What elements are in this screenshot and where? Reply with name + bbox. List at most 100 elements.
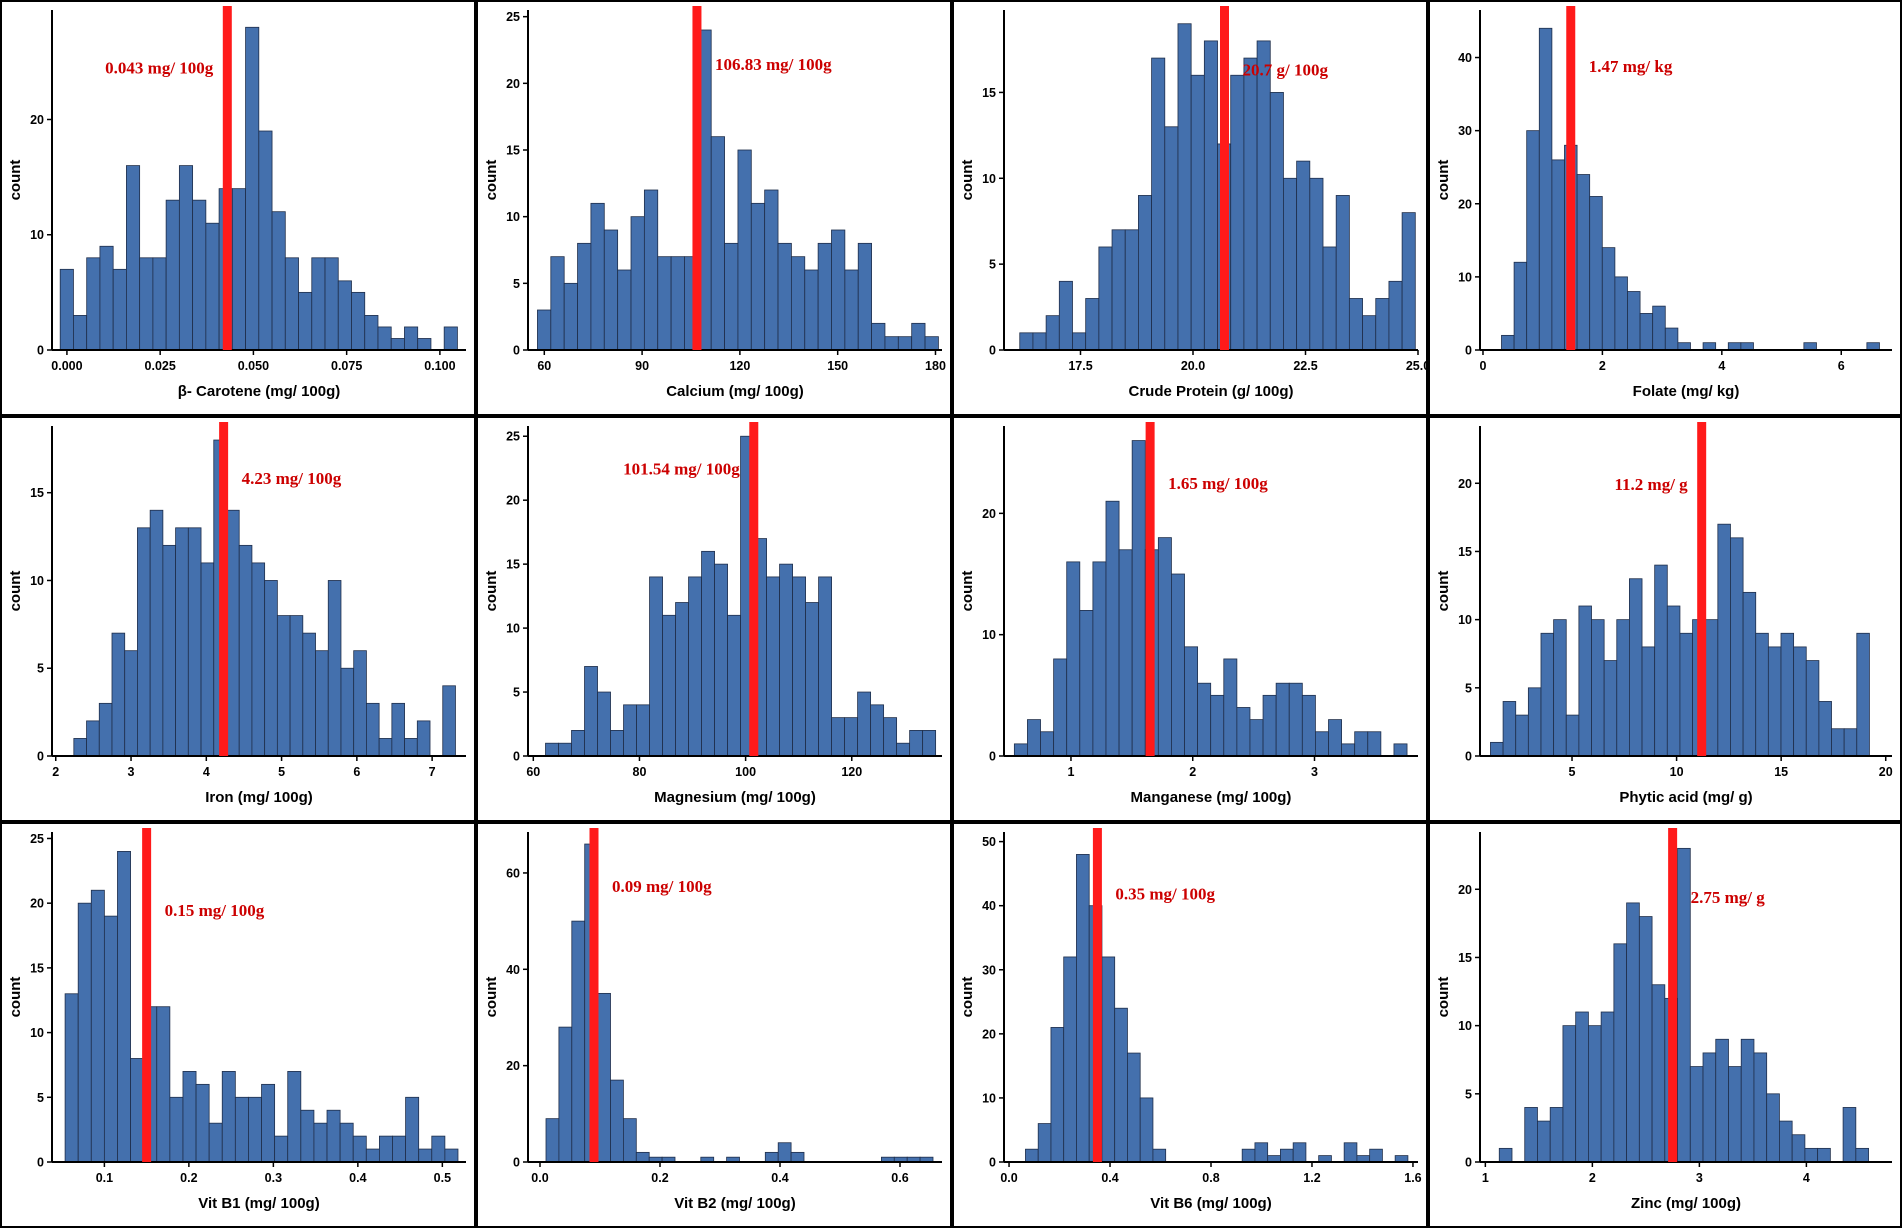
histogram-bar xyxy=(1262,694,1277,757)
histogram-bar xyxy=(366,702,380,757)
histogram-bar xyxy=(844,269,859,351)
x-tick-label: 150 xyxy=(827,359,848,373)
mean-label: 11.2 mg/ g xyxy=(1614,475,1688,494)
x-tick-label: 15 xyxy=(1774,765,1788,779)
histogram-bar xyxy=(1076,854,1090,1163)
histogram-bar xyxy=(1335,195,1350,351)
histogram-bar xyxy=(590,202,605,351)
histogram-bar xyxy=(1651,984,1666,1163)
histogram-panel-4: 2 3 4 5 6 7 0 5 10 15 Iron (mg/ 100g) count 4.23 mg/… xyxy=(0,416,476,822)
x-tick-label: 1 xyxy=(1067,765,1074,779)
x-axis-title: β- Carotene (mg/ 100g) xyxy=(178,383,341,400)
histogram-bar xyxy=(1164,126,1179,351)
histogram-bar xyxy=(897,336,913,351)
histogram-bar xyxy=(1501,334,1515,351)
histogram-bar xyxy=(137,527,151,757)
x-tick-label: 1 xyxy=(1482,1171,1489,1185)
histogram-bar xyxy=(1766,1093,1780,1163)
histogram-bar xyxy=(766,576,780,757)
histogram-bar xyxy=(1524,1107,1538,1163)
x-tick-label: 2 xyxy=(1189,765,1196,779)
histogram-bar xyxy=(1804,1147,1819,1163)
x-tick-label: 4 xyxy=(1803,1171,1810,1185)
histogram-bar xyxy=(1613,943,1628,1163)
histogram-bar xyxy=(130,1058,145,1163)
histogram-bar xyxy=(1730,537,1744,757)
y-tick-label: 0 xyxy=(1465,344,1472,358)
histogram-bar xyxy=(1019,332,1034,351)
histogram-bar xyxy=(353,650,367,757)
y-tick-label: 30 xyxy=(982,963,996,977)
histogram-bar xyxy=(1842,1107,1857,1163)
histogram-bar xyxy=(805,602,819,757)
histogram-bar xyxy=(1393,743,1408,757)
histogram-bar xyxy=(1292,1142,1307,1163)
histogram-bar xyxy=(1856,632,1870,757)
histogram-bar xyxy=(1328,719,1342,757)
histogram-bar xyxy=(111,632,126,757)
histogram-bar xyxy=(1502,701,1517,757)
y-tick-label: 20 xyxy=(982,507,996,521)
y-tick-label: 10 xyxy=(506,622,520,636)
histogram-bar xyxy=(1565,714,1580,757)
histogram-bar xyxy=(1241,1148,1256,1163)
y-axis-title: count xyxy=(1435,160,1452,201)
histogram-bar xyxy=(1111,229,1126,351)
histogram-bar xyxy=(737,149,752,351)
histogram-bar xyxy=(577,242,592,351)
y-tick-label: 5 xyxy=(37,662,44,676)
histogram-panel-0: 0.000 0.025 0.050 0.075 0.100 0 10 20 β- Caroten… xyxy=(0,0,476,416)
histogram-bar xyxy=(352,1135,367,1163)
histogram-bar xyxy=(443,326,458,351)
histogram-bar xyxy=(603,229,619,351)
x-tick-label: 20 xyxy=(1879,765,1893,779)
histogram-bar xyxy=(264,580,278,757)
histogram-bar xyxy=(1740,342,1754,351)
panel-border xyxy=(476,416,952,822)
histogram-bar xyxy=(90,889,105,1163)
histogram-bar xyxy=(1249,719,1264,757)
histogram-bar xyxy=(208,1122,223,1163)
histogram-panel-11: 1 2 3 4 0 5 10 15 20 Zinc (mg/ 100g) count 2.75 mg/… xyxy=(1428,822,1902,1228)
x-tick-label: 4 xyxy=(1718,359,1725,373)
histogram-bar xyxy=(610,1079,624,1163)
histogram-bar xyxy=(1027,719,1041,757)
histogram-bar xyxy=(871,322,886,351)
panel-border xyxy=(952,416,1428,822)
histogram-bar xyxy=(1755,632,1769,757)
histogram-bar xyxy=(1190,74,1205,351)
y-axis-title: count xyxy=(7,977,24,1018)
histogram-bar xyxy=(630,216,645,351)
x-tick-label: 0.025 xyxy=(145,359,176,373)
histogram-bar xyxy=(1866,342,1880,351)
histogram-bar xyxy=(1236,707,1251,757)
y-tick-label: 5 xyxy=(513,686,520,700)
histogram-bar xyxy=(124,650,138,757)
histogram-bar xyxy=(59,268,74,351)
panel-border xyxy=(1428,416,1902,822)
mean-label: 0.09 mg/ 100g xyxy=(612,877,712,896)
histogram-bar xyxy=(550,256,565,351)
histogram-bar xyxy=(804,269,819,351)
x-tick-label: 2 xyxy=(1589,1171,1596,1185)
histogram-bar xyxy=(77,902,92,1163)
x-tick-label: 0.100 xyxy=(424,359,455,373)
histogram-bar xyxy=(99,245,114,351)
histogram-bar xyxy=(790,1151,805,1163)
panel-border xyxy=(1428,822,1902,1228)
y-tick-label: 15 xyxy=(1458,951,1472,965)
x-tick-label: 1.2 xyxy=(1303,1171,1320,1185)
histogram-bar xyxy=(1124,229,1139,351)
mean-label: 0.043 mg/ 100g xyxy=(105,58,214,77)
histogram-bar xyxy=(1203,40,1218,351)
panel-border xyxy=(0,416,476,822)
y-tick-label: 20 xyxy=(982,1027,996,1041)
panel-border xyxy=(0,822,476,1228)
histogram-bar xyxy=(1127,1052,1141,1163)
x-tick-label: 0.000 xyxy=(51,359,82,373)
panel-border xyxy=(476,0,952,416)
histogram-bar xyxy=(1627,291,1641,351)
histogram-bar xyxy=(617,269,632,351)
x-axis-title: Crude Protein (g/ 100g) xyxy=(1128,383,1293,400)
y-tick-label: 15 xyxy=(506,558,520,572)
